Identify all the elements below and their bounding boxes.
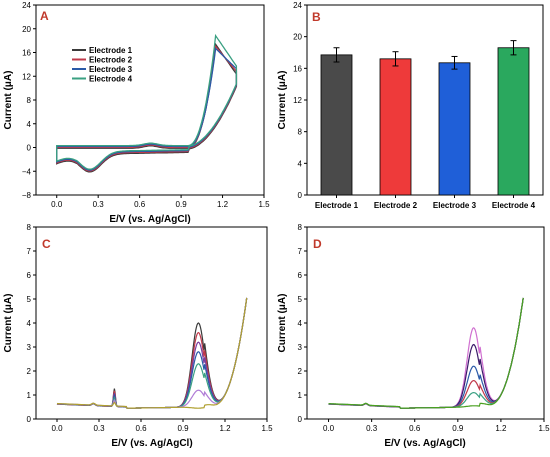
panel-a-series-line xyxy=(56,47,238,171)
panel-a-y-tick-label: 4 xyxy=(27,120,32,129)
panel-c-series-line xyxy=(56,297,248,409)
panel-d-y-tick-label: 2 xyxy=(298,367,303,376)
panel-a-legend-label: Electrode 2 xyxy=(89,56,133,65)
panel-d-series-line xyxy=(328,297,524,409)
panel-a-y-tick-label: −4 xyxy=(22,167,32,176)
panel-b-y-tick-label: 20 xyxy=(293,33,302,42)
panel-d-x-tick-label: 1.5 xyxy=(538,424,550,433)
panel-b-bar xyxy=(379,58,412,196)
panel-d-y-axis-label: Current (μA) xyxy=(277,294,288,353)
panel-c-series-line xyxy=(56,297,248,409)
panel-b-category-label: Electrode 3 xyxy=(433,201,477,210)
panel-c-x-tick-label: 1.5 xyxy=(261,424,273,433)
panel-c-y-tick-label: 1 xyxy=(27,391,32,400)
panel-b-category-label: Electrode 4 xyxy=(492,201,536,210)
panel-d-y-tick-label: 1 xyxy=(298,391,303,400)
panel-c-y-axis-label: Current (μA) xyxy=(3,294,14,353)
panel-c-series-line xyxy=(57,297,248,409)
panel-b-y-tick-label: 16 xyxy=(293,64,302,73)
panel-a-y-tick-label: 8 xyxy=(27,96,32,105)
panel-b-bar xyxy=(320,54,353,196)
panel-a-y-tick-label: −8 xyxy=(22,191,32,200)
panel-d-plot-frame xyxy=(306,226,545,420)
panel-c-y-tick-label: 8 xyxy=(27,223,32,232)
panel-d-y-tick-label: 8 xyxy=(298,223,303,232)
panel-c-x-tick-label: 1.2 xyxy=(219,424,231,433)
panel-c-x-tick-label: 0.9 xyxy=(177,424,189,433)
panel-c-y-tick-label: 4 xyxy=(27,319,32,328)
panel-c-x-tick-label: 0.3 xyxy=(93,424,105,433)
panel-d-x-tick-label: 0.0 xyxy=(323,424,335,433)
panel-d-series-line xyxy=(328,297,524,409)
panel-d-letter: D xyxy=(313,237,322,251)
panel-d-series-line xyxy=(328,297,524,409)
panel-c-y-tick-label: 6 xyxy=(27,271,32,280)
panel-b-y-tick-label: 8 xyxy=(298,128,303,137)
panel-d-y-tick-label: 3 xyxy=(298,343,303,352)
panel-c-series-line xyxy=(56,297,248,409)
panel-a-y-tick-label: 20 xyxy=(22,25,31,34)
panel-d-y-tick-label: 4 xyxy=(298,319,303,328)
panel-d-y-tick-label: 6 xyxy=(298,271,303,280)
panel-c-letter: C xyxy=(42,237,51,251)
panel-b-bar-chart: B 0 4 8 12 16 20 24 Electrode 1 Electrode 2 Elec… xyxy=(277,1,544,210)
panel-a-x-tick-label: 0.9 xyxy=(176,200,188,209)
panel-b-bar xyxy=(497,47,530,196)
panel-a-x-tick-label: 0.6 xyxy=(134,200,146,209)
panel-a-series-line xyxy=(56,44,238,172)
panel-b-y-tick-label: 0 xyxy=(298,191,303,200)
panel-a-legend-label: Electrode 3 xyxy=(89,65,133,74)
panel-d-x-axis-label: E/V (vs. Ag/AgCl) xyxy=(384,438,465,449)
panel-d-dpv-chart: D 0 1 2 3 4 5 6 7 8 0.0 0.3 0.6 0.9 1.2 1.5 E/V (vs. A… xyxy=(277,223,550,449)
panel-d-y-tick-label: 5 xyxy=(298,295,303,304)
panel-b-letter: B xyxy=(312,10,321,24)
panel-c-y-tick-label: 0 xyxy=(27,415,32,424)
panel-c-plot-frame xyxy=(35,226,268,420)
panel-b-category-label: Electrode 2 xyxy=(374,201,418,210)
panel-b-y-tick-label: 12 xyxy=(293,96,302,105)
panel-c-series-line xyxy=(56,297,248,409)
panel-d-x-tick-label: 0.3 xyxy=(366,424,378,433)
panel-d-x-tick-label: 1.2 xyxy=(495,424,507,433)
panel-c-series-line xyxy=(56,297,248,409)
panel-b-category-label: Electrode 1 xyxy=(315,201,359,210)
panel-d-series-line xyxy=(328,297,524,409)
panel-c-x-tick-label: 0.6 xyxy=(135,424,147,433)
panel-d-x-tick-label: 0.9 xyxy=(452,424,464,433)
panel-d-y-tick-label: 7 xyxy=(298,247,303,256)
panel-c-y-tick-label: 3 xyxy=(27,343,32,352)
panel-a-y-tick-label: 0 xyxy=(27,144,32,153)
panel-c-y-tick-label: 7 xyxy=(27,247,32,256)
panel-a-y-tick-label: 12 xyxy=(22,72,31,81)
panel-b-y-tick-label: 4 xyxy=(298,159,303,168)
panel-a-legend-label: Electrode 1 xyxy=(89,46,133,55)
panel-a-series-line xyxy=(56,33,238,170)
panel-c-y-tick-label: 2 xyxy=(27,367,32,376)
panel-c-dpv-chart: C 0 1 2 3 4 5 6 7 8 0.0 0.3 0.6 0.9 1.2 1.5 E/V (vs. A… xyxy=(3,223,273,449)
panel-b-y-tick-label: 24 xyxy=(293,1,302,10)
panel-a-x-tick-label: 0.0 xyxy=(51,200,63,209)
panel-c-x-tick-label: 0.0 xyxy=(51,424,63,433)
panel-a-letter: A xyxy=(40,9,49,23)
panel-d-y-tick-label: 0 xyxy=(298,415,303,424)
panel-a-x-tick-label: 0.3 xyxy=(93,200,105,209)
panel-a-y-axis-label: Current (μA) xyxy=(3,71,14,130)
panel-a-x-axis-label: E/V (vs. Ag/AgCl) xyxy=(109,214,190,225)
panel-c-x-axis-label: E/V (vs. Ag/AgCl) xyxy=(111,438,192,449)
panel-a-x-tick-label: 1.5 xyxy=(258,200,270,209)
panel-a-legend-label: Electrode 4 xyxy=(89,75,133,84)
panel-a-y-tick-label: 16 xyxy=(22,49,31,58)
panel-a-cv-chart: A −8 −4 0 4 8 12 16 20 24 0.0 0.3 0.6 0.9 1.2 1.5 Elec… xyxy=(3,1,270,225)
panel-d-series-line xyxy=(328,297,524,409)
panel-a-x-tick-label: 1.2 xyxy=(217,200,229,209)
panel-c-y-tick-label: 5 xyxy=(27,295,32,304)
panel-a-y-tick-label: 24 xyxy=(22,1,31,10)
panel-b-y-axis-label: Current (μA) xyxy=(277,71,288,130)
panel-c-series-line xyxy=(56,297,248,409)
panel-b-bar xyxy=(438,62,471,196)
panel-d-series-line xyxy=(328,297,524,409)
panel-d-x-tick-label: 0.6 xyxy=(409,424,421,433)
